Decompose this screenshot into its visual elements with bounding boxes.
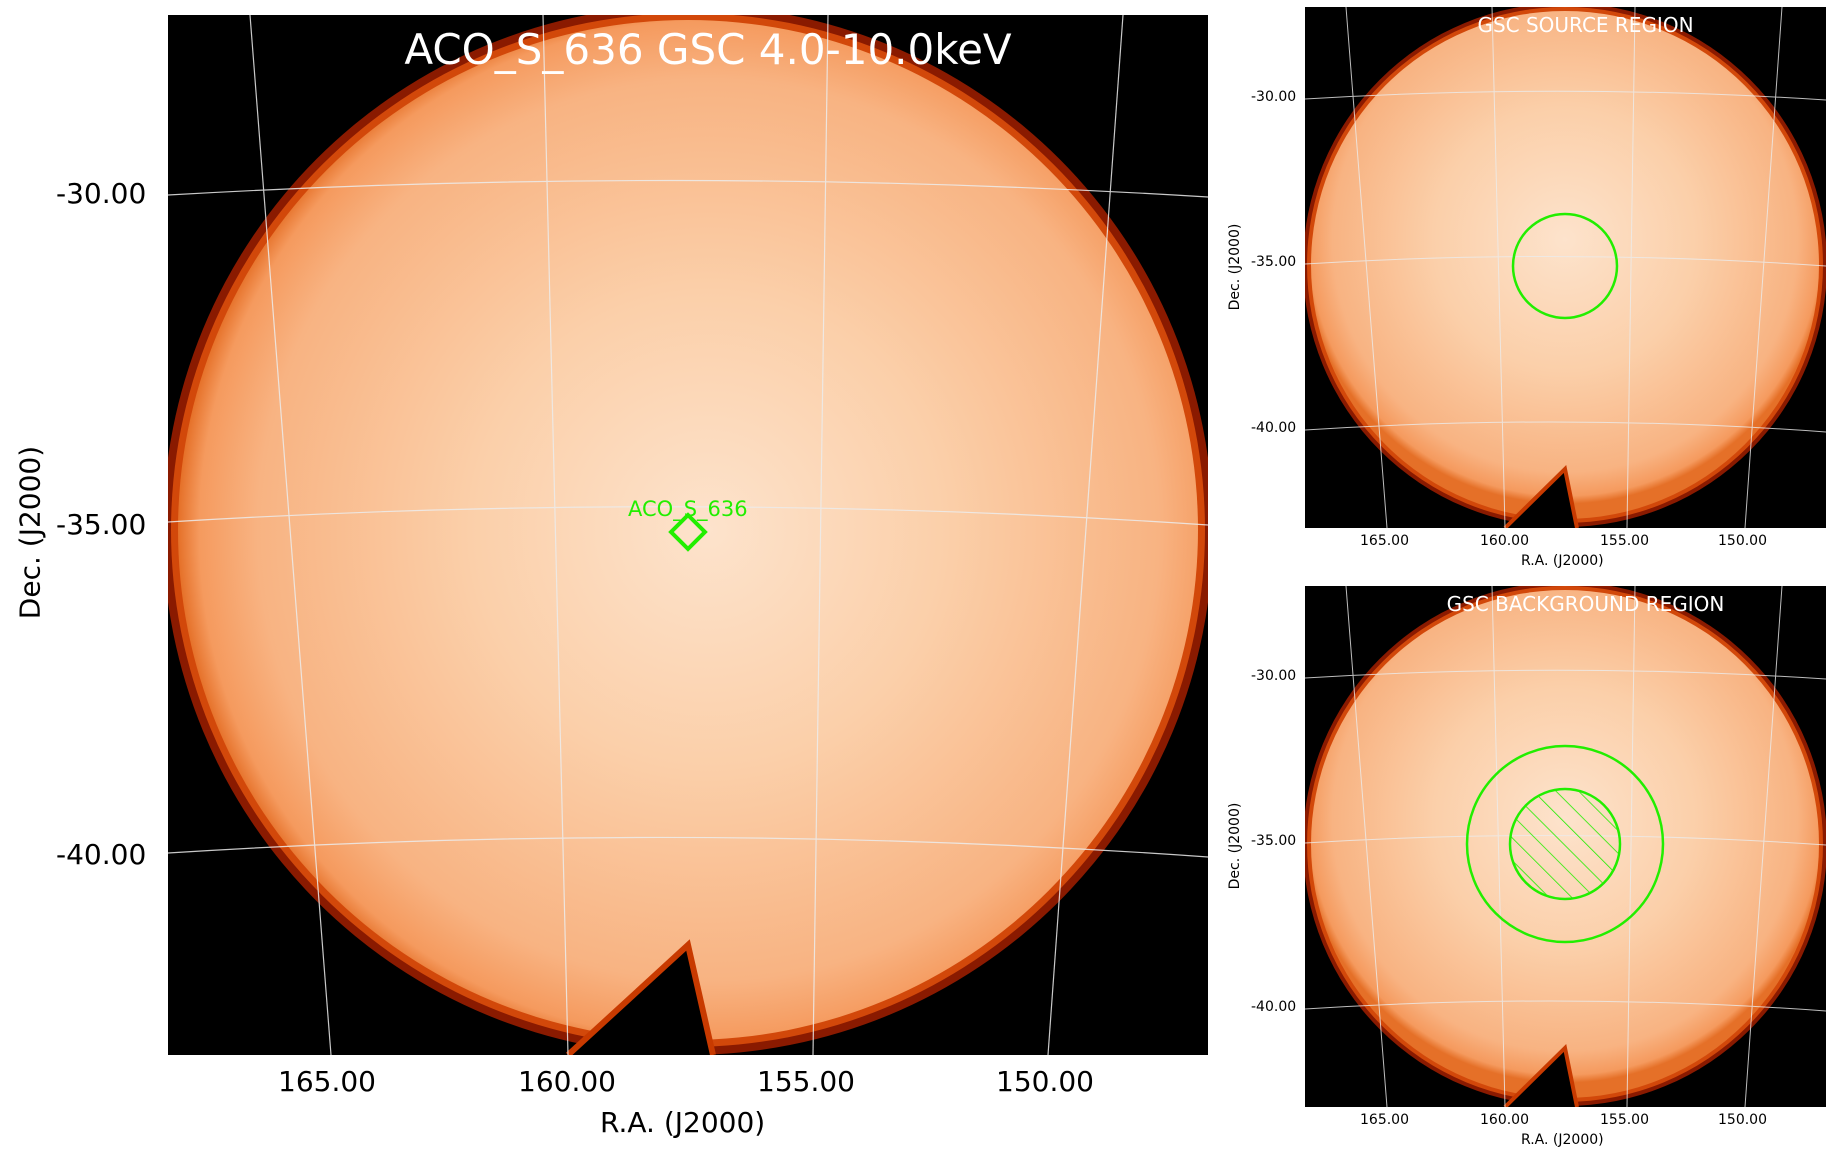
detector-notch [1505, 1048, 1577, 1107]
src-ra-tick-1: 165.00 [1360, 533, 1409, 549]
background-region-image [1305, 586, 1826, 1107]
src-dec-tick-2: -35.00 [1251, 254, 1297, 270]
src-y-axis-label: Dec. (J2000) [1227, 223, 1243, 311]
coordinate-grid [1305, 7, 1826, 528]
main-ra-tick-4: 150.00 [996, 1065, 1094, 1098]
bkg-dec-tick-2: -35.00 [1251, 833, 1297, 849]
main-x-axis-label: R.A. (J2000) [600, 1106, 766, 1139]
bkg-dec-tick-1: -30.00 [1251, 668, 1297, 684]
background-annulus-outer [1465, 744, 1665, 944]
main-ra-tick-3: 155.00 [757, 1065, 855, 1098]
source-label: ACO_S_636 [628, 497, 748, 521]
main-ra-tick-2: 160.00 [518, 1065, 616, 1098]
coordinate-grid [168, 15, 1208, 1055]
src-x-axis-label: R.A. (J2000) [1521, 553, 1604, 569]
detector-notch [1505, 469, 1577, 528]
source-marker [668, 512, 708, 552]
source-region-title: GSC SOURCE REGION [1477, 13, 1694, 37]
main-ra-tick-1: 165.00 [278, 1065, 376, 1098]
background-region-panel: GSC BACKGROUND REGION [1305, 586, 1826, 1107]
src-ra-tick-4: 150.00 [1718, 533, 1767, 549]
background-annulus-excluded [1508, 787, 1622, 901]
bkg-x-axis-label: R.A. (J2000) [1521, 1132, 1604, 1148]
main-sky-image-panel: ACO_S_636 GSC 4.0-10.0keV ACO_S_636 [168, 15, 1208, 1055]
coordinate-grid [1305, 586, 1826, 1107]
source-region-image [1305, 7, 1826, 528]
bkg-y-axis-label: Dec. (J2000) [1227, 802, 1243, 890]
main-title: ACO_S_636 GSC 4.0-10.0keV [404, 25, 1012, 74]
src-ra-tick-3: 155.00 [1600, 533, 1649, 549]
bkg-dec-tick-3: -40.00 [1251, 999, 1297, 1015]
detector-field [178, 20, 1198, 1040]
main-sky-image [168, 15, 1208, 1055]
source-region-panel: GSC SOURCE REGION [1305, 7, 1826, 528]
detector-notch [568, 945, 713, 1055]
background-region-title: GSC BACKGROUND REGION [1446, 592, 1725, 616]
bkg-ra-tick-1: 165.00 [1360, 1112, 1409, 1128]
src-dec-tick-1: -30.00 [1251, 89, 1297, 105]
main-dec-tick-2: -35.00 [56, 508, 147, 541]
src-ra-tick-2: 160.00 [1480, 533, 1529, 549]
main-dec-tick-3: -40.00 [56, 838, 147, 871]
bkg-ra-tick-4: 150.00 [1718, 1112, 1767, 1128]
main-dec-tick-1: -30.00 [56, 177, 147, 210]
src-dec-tick-3: -40.00 [1251, 420, 1297, 436]
detector-field [1311, 11, 1819, 519]
bkg-ra-tick-2: 160.00 [1480, 1112, 1529, 1128]
main-y-axis-label: Dec. (J2000) [13, 445, 47, 620]
source-region-circle [1511, 212, 1619, 320]
bkg-ra-tick-3: 155.00 [1600, 1112, 1649, 1128]
